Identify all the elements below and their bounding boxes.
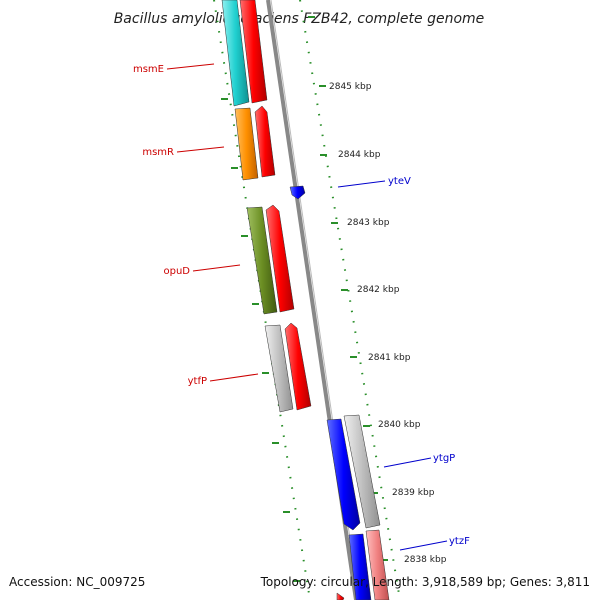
cds-arrow-ytgP	[326, 418, 361, 531]
gene-label-msmR: msmR	[142, 147, 174, 158]
cds-arrow-msmE	[239, 0, 268, 104]
topology-text: Topology: circular, Length: 3,918,589 bp…	[260, 575, 590, 589]
gene-label-ytfP: ytfP	[188, 376, 207, 387]
gene-label-opuD: opuD	[163, 266, 190, 277]
tick-label: 2838 kbp	[404, 555, 447, 565]
tick-label: 2844 kbp	[338, 150, 381, 160]
cds-arrow-opuD	[265, 204, 295, 313]
cds-arrow-ytzF	[348, 533, 372, 600]
gene-label-ytgP: ytgP	[433, 453, 455, 464]
tick-label: 2843 kbp	[347, 218, 390, 228]
cds-arrow-ytfP	[284, 322, 312, 411]
label-connectors	[166, 63, 448, 551]
cds-arrow-yteV	[289, 185, 306, 200]
cog-bar-ytgP	[343, 414, 381, 529]
cog-feature-bars	[221, 0, 390, 600]
cds-arrow-ytzF-forward	[336, 592, 345, 600]
accession-text: Accession: NC_009725	[9, 575, 146, 589]
gene-labels: msmE msmR opuD ytfP yteV ytgP ytzF	[133, 64, 470, 547]
gene-label-msmE: msmE	[133, 64, 164, 75]
tick-label: 2841 kbp	[368, 353, 411, 363]
map-title: Bacillus amyloliquefaciens FZB42, comple…	[114, 11, 485, 27]
cog-bar-ytfP	[264, 324, 294, 413]
reverse-cds-features	[289, 185, 372, 600]
forward-cds-features	[239, 0, 345, 600]
inner-ticks	[221, 98, 300, 582]
cog-bar-ytzF	[365, 529, 390, 600]
tick-label: 2842 kbp	[357, 285, 400, 295]
tick-label: 2845 kbp	[329, 82, 372, 92]
tick-label: 2840 kbp	[378, 420, 421, 430]
gene-label-ytzF: ytzF	[449, 536, 470, 547]
cog-bar-msmR	[234, 107, 259, 181]
cog-bar-msmE	[221, 0, 250, 107]
tick-labels: 2845 kbp 2844 kbp 2843 kbp 2842 kbp 2841…	[329, 82, 447, 565]
tick-label: 2839 kbp	[392, 488, 435, 498]
gene-label-yteV: yteV	[388, 176, 411, 187]
cog-bar-opuD	[246, 206, 278, 315]
cds-arrow-msmR	[254, 105, 276, 178]
